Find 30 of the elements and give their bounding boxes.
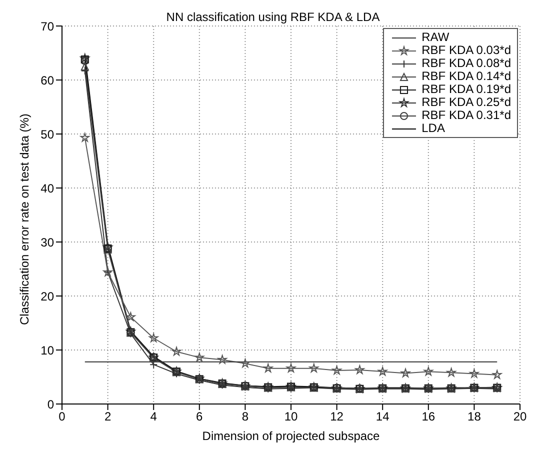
x-tick-label: 16	[422, 410, 436, 424]
y-tick-label: 50	[40, 127, 54, 142]
x-tick-label: 4	[150, 410, 158, 424]
x-tick-label: 2	[104, 410, 112, 424]
y-tick-label: 60	[40, 73, 54, 88]
legend-label: RBF KDA 0.08*d	[422, 56, 511, 70]
y-tick-label: 0	[47, 397, 54, 412]
legend-label: RBF KDA 0.14*d	[422, 69, 511, 83]
x-tick-label: 6	[196, 410, 204, 424]
y-tick-label: 70	[40, 19, 54, 34]
legend-label: RBF KDA 0.25*d	[422, 95, 511, 109]
legend-label: LDA	[422, 121, 445, 135]
x-tick-label: 0	[58, 410, 66, 424]
y-tick-label: 40	[40, 181, 54, 196]
y-tick-label: 20	[40, 289, 54, 304]
x-axis-title: Dimension of projected subspace	[202, 429, 380, 443]
x-tick-label: 14	[376, 410, 390, 424]
y-tick-label: 30	[40, 235, 54, 250]
legend-label: RAW	[422, 30, 450, 44]
legend-label: RBF KDA 0.31*d	[422, 108, 511, 122]
x-tick-label: 8	[242, 410, 249, 424]
legend-label: RBF KDA 0.19*d	[422, 82, 511, 96]
x-tick-label: 20	[513, 410, 527, 424]
x-tick-label: 12	[330, 410, 344, 424]
y-axis-title: Classification error rate on test data (%)	[17, 114, 32, 325]
x-tick-label: 18	[468, 410, 482, 424]
chart-title: NN classification using RBF KDA & LDA	[166, 10, 380, 24]
y-tick-label: 10	[40, 343, 54, 358]
legend-label: RBF KDA 0.03*d	[422, 43, 511, 57]
x-tick-label: 10	[284, 410, 298, 424]
